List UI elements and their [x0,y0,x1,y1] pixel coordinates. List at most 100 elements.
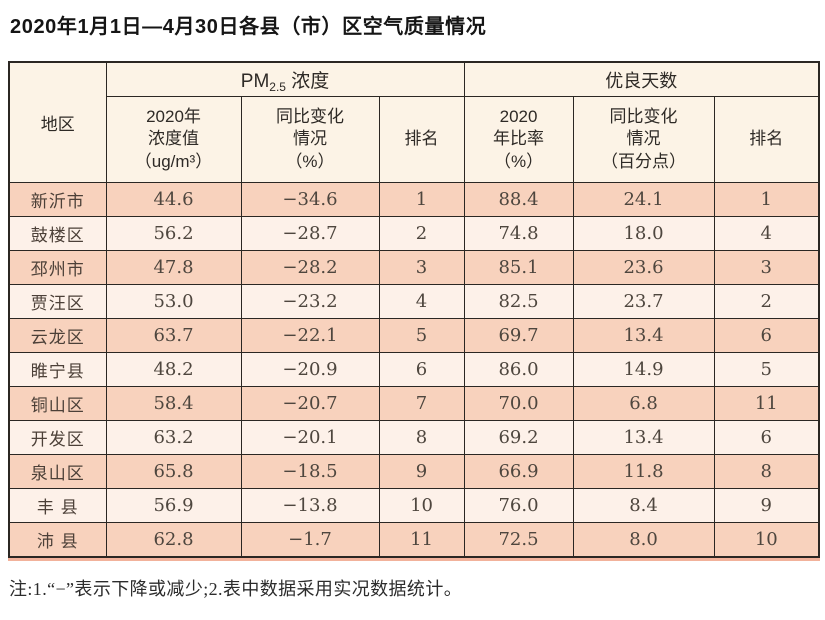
pm-rank-cell: 9 [378,454,465,489]
pm-value-cell: 63.2 [105,420,242,455]
pm-change-cell: −20.7 [240,386,380,421]
region-cell: 沛 县 [8,522,107,558]
ratio-change-cell: 13.4 [572,420,715,455]
pm-value-cell: 56.9 [105,488,242,523]
header-ratio-rank: 排名 [713,96,820,183]
pm-rank-cell: 3 [378,250,465,285]
ratio-value-cell: 69.2 [463,420,574,455]
pm-value-cell: 58.4 [105,386,242,421]
table-row: 贾汪区 53.0 −23.2 4 82.5 23.7 2 [8,284,820,319]
table-row: 丰 县 56.9 −13.8 10 76.0 8.4 9 [8,488,820,523]
table-row: 邳州市 47.8 −28.2 3 85.1 23.6 3 [8,250,820,285]
table-row: 开发区 63.2 −20.1 8 69.2 13.4 6 [8,420,820,455]
pm-rank-cell: 1 [378,182,465,217]
ratio-value-cell: 82.5 [463,284,574,319]
ratio-rank-cell: 1 [713,182,820,217]
footnote: 注:1.“−”表示下降或减少;2.表中数据采用实况数据统计。 [9,579,463,599]
header-pm-rank: 排名 [378,96,465,183]
region-cell: 泉山区 [8,454,107,489]
pm-change-cell: −18.5 [240,454,380,489]
pm-rank-cell: 7 [378,386,465,421]
pm-value-cell: 47.8 [105,250,242,285]
pm-value-cell: 44.6 [105,182,242,217]
region-cell: 贾汪区 [8,284,107,319]
table-header: 地区 PM2.5 浓度 优良天数 2020年 浓度值 （ug/m³） 同比变化 … [8,61,820,183]
pm-value-cell: 48.2 [105,352,242,387]
pm-rank-cell: 11 [378,522,465,558]
pm-value-cell: 53.0 [105,284,242,319]
region-cell: 铜山区 [8,386,107,421]
ratio-change-cell: 18.0 [572,216,715,251]
table-body: 新沂市 44.6 −34.6 1 88.4 24.1 1 鼓楼区 56.2 −2… [8,182,820,558]
pm-rank-cell: 4 [378,284,465,319]
table-row: 新沂市 44.6 −34.6 1 88.4 24.1 1 [8,182,820,217]
ratio-rank-cell: 10 [713,522,820,558]
ratio-value-cell: 72.5 [463,522,574,558]
region-cell: 云龙区 [8,318,107,353]
region-cell: 开发区 [8,420,107,455]
pm-value-cell: 62.8 [105,522,242,558]
region-cell: 鼓楼区 [8,216,107,251]
ratio-change-cell: 8.4 [572,488,715,523]
ratio-change-cell: 11.8 [572,454,715,489]
ratio-rank-cell: 9 [713,488,820,523]
header-pm-value: 2020年 浓度值 （ug/m³） [105,96,242,183]
pm-change-cell: −23.2 [240,284,380,319]
pm-rank-cell: 10 [378,488,465,523]
ratio-value-cell: 88.4 [463,182,574,217]
ratio-rank-cell: 6 [713,420,820,455]
table-row: 泉山区 65.8 −18.5 9 66.9 11.8 8 [8,454,820,489]
ratio-change-cell: 23.6 [572,250,715,285]
ratio-value-cell: 85.1 [463,250,574,285]
ratio-rank-cell: 6 [713,318,820,353]
header-good-days-group: 优良天数 [463,61,820,97]
region-cell: 新沂市 [8,182,107,217]
pm-change-cell: −1.7 [240,522,380,558]
ratio-change-cell: 6.8 [572,386,715,421]
table-row: 沛 县 62.8 −1.7 11 72.5 8.0 10 [8,522,820,558]
ratio-value-cell: 74.8 [463,216,574,251]
table-row: 铜山区 58.4 −20.7 7 70.0 6.8 11 [8,386,820,421]
table-row: 云龙区 63.7 −22.1 5 69.7 13.4 6 [8,318,820,353]
region-cell: 丰 县 [8,488,107,523]
pm25-label-suffix: 浓度 [285,70,330,92]
page: 2020年1月1日—4月30日各县（市）区空气质量情况 地区 PM2.5 浓度 … [8,16,821,599]
air-quality-table: 地区 PM2.5 浓度 优良天数 2020年 浓度值 （ug/m³） 同比变化 … [8,61,821,558]
pm-change-cell: −28.2 [240,250,380,285]
ratio-change-cell: 24.1 [572,182,715,217]
pm-rank-cell: 5 [378,318,465,353]
ratio-value-cell: 76.0 [463,488,574,523]
header-region: 地区 [8,61,107,183]
pm-rank-cell: 8 [378,420,465,455]
ratio-value-cell: 70.0 [463,386,574,421]
pm-value-cell: 56.2 [105,216,242,251]
ratio-change-cell: 8.0 [572,522,715,558]
ratio-rank-cell: 11 [713,386,820,421]
region-cell: 睢宁县 [8,352,107,387]
pm-value-cell: 65.8 [105,454,242,489]
ratio-rank-cell: 4 [713,216,820,251]
pm-change-cell: −22.1 [240,318,380,353]
ratio-rank-cell: 2 [713,284,820,319]
table-row: 鼓楼区 56.2 −28.7 2 74.8 18.0 4 [8,216,820,251]
ratio-rank-cell: 3 [713,250,820,285]
ratio-change-cell: 23.7 [572,284,715,319]
ratio-rank-cell: 5 [713,352,820,387]
pm25-subscript: 2.5 [269,79,286,94]
pm-rank-cell: 2 [378,216,465,251]
page-title: 2020年1月1日—4月30日各县（市）区空气质量情况 [10,16,487,38]
pm-rank-cell: 6 [378,352,465,387]
header-ratio-change: 同比变化 情况 （百分点） [572,96,715,183]
header-pm-change: 同比变化 情况 （%） [240,96,380,183]
pm-change-cell: −13.8 [240,488,380,523]
pm-change-cell: −20.9 [240,352,380,387]
header-ratio-value: 2020 年比率 （%） [463,96,574,183]
ratio-change-cell: 13.4 [572,318,715,353]
pm-change-cell: −20.1 [240,420,380,455]
pm-change-cell: −34.6 [240,182,380,217]
pm25-label-prefix: PM [240,70,270,92]
ratio-value-cell: 69.7 [463,318,574,353]
ratio-value-cell: 66.9 [463,454,574,489]
ratio-value-cell: 86.0 [463,352,574,387]
table-row: 睢宁县 48.2 −20.9 6 86.0 14.9 5 [8,352,820,387]
